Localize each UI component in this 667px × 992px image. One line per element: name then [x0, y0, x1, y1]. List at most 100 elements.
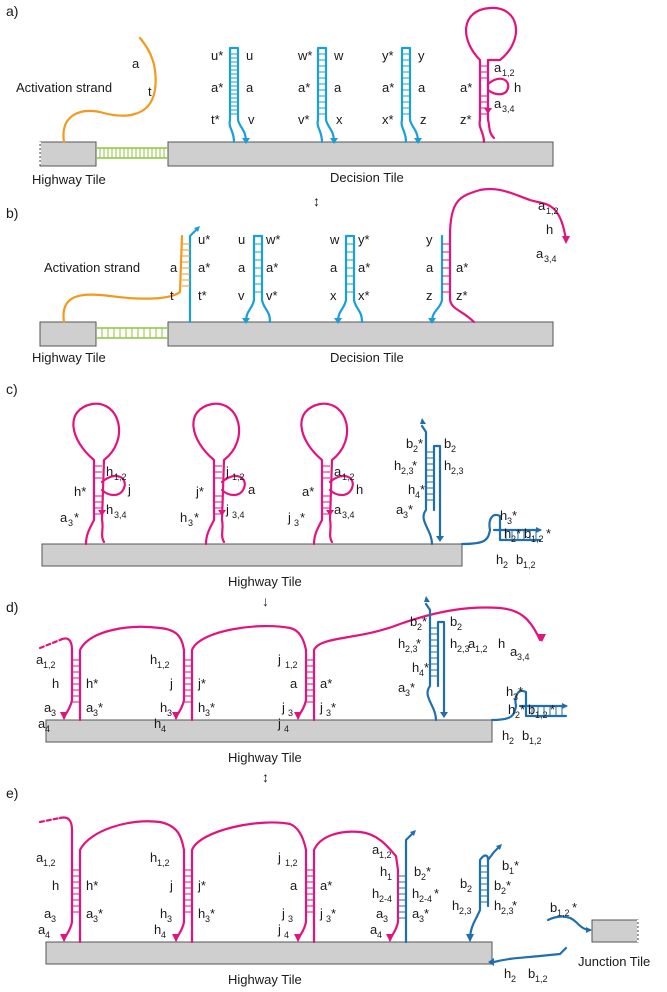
svg-text:h: h [452, 898, 459, 913]
label: w* [265, 232, 280, 247]
svg-text:j: j [287, 510, 291, 525]
svg-text:a: a [86, 906, 94, 921]
svg-text:a: a [370, 922, 378, 937]
label: x [330, 288, 337, 303]
svg-text:*: * [410, 680, 415, 695]
sub-label: a 3 * [396, 502, 413, 520]
sub-label: a 3 * [412, 906, 429, 924]
svg-text:3: 3 [326, 708, 331, 718]
sub-label: h 2-4 * [412, 886, 439, 904]
sub-label: h 2-4 [372, 886, 392, 904]
svg-text:a: a [536, 246, 544, 261]
label: j* [197, 878, 206, 893]
activation-strand-a [62, 36, 157, 144]
svg-text:2-4: 2-4 [379, 894, 392, 904]
label: w [333, 48, 344, 63]
sub-label: a 1,2 [36, 850, 56, 868]
svg-text:h: h [398, 636, 405, 651]
svg-text:*: * [98, 700, 103, 715]
strand-d-tail [312, 606, 542, 722]
label: a* [211, 80, 223, 95]
label: v [238, 288, 245, 303]
label: h* [86, 878, 98, 893]
highway-tile-c [41, 543, 463, 567]
linker-duplex-a [96, 147, 168, 159]
reversible-arrow-ab: ↕ [313, 193, 320, 209]
sub-label: b 1,2 * [524, 526, 551, 544]
open-strand-e [492, 946, 568, 964]
label: x* [358, 288, 370, 303]
label: h [356, 482, 363, 497]
label: y [418, 48, 425, 63]
sub-label: a 1,2 [334, 464, 355, 482]
svg-text:a: a [60, 510, 68, 525]
svg-text:2: 2 [515, 710, 520, 720]
label: j* [195, 484, 204, 499]
svg-text:h: h [504, 966, 511, 981]
svg-text:4: 4 [377, 930, 382, 940]
sub-label: a 3 * [60, 510, 79, 528]
hairpin-j-c: j* a j 1,2 j 3,4 h 3 * [180, 402, 256, 546]
svg-text:h: h [408, 482, 415, 497]
svg-text:h: h [394, 458, 401, 473]
label: v* [266, 288, 278, 303]
svg-text:2: 2 [501, 886, 506, 896]
sub-label-a12: a 1,2 [494, 60, 515, 78]
sub-label: j 1,2 [225, 464, 245, 482]
svg-text:3: 3 [288, 914, 293, 924]
svg-text:*: * [408, 502, 413, 517]
svg-text:3,4: 3,4 [232, 510, 245, 520]
decision-tile-a [167, 141, 554, 167]
svg-text:a: a [510, 644, 518, 659]
svg-text:*: * [572, 900, 577, 915]
linker-duplex-b [96, 327, 168, 339]
svg-text:h: h [154, 716, 161, 731]
sub-label: j 3 * [287, 510, 305, 528]
svg-text:a: a [38, 922, 46, 937]
svg-text:h: h [150, 850, 157, 865]
svg-text:b: b [444, 436, 451, 451]
svg-text:*: * [418, 436, 423, 451]
svg-text:3: 3 [403, 510, 408, 520]
svg-text:a: a [494, 60, 502, 75]
label: h* [74, 484, 86, 499]
sub-label: h 2,3* [398, 636, 421, 654]
label: y* [358, 232, 370, 247]
svg-text:3: 3 [51, 708, 56, 718]
label: a* [358, 260, 370, 275]
label: a [238, 260, 246, 275]
label: a* [198, 260, 210, 275]
svg-text:h: h [380, 864, 387, 879]
svg-text:*: * [412, 458, 417, 473]
svg-text:h: h [372, 886, 379, 901]
svg-text:h: h [444, 458, 451, 473]
label: h [546, 222, 553, 237]
svg-text:1,2: 1,2 [43, 660, 56, 670]
svg-text:4: 4 [45, 724, 50, 734]
highway-tile-d [45, 719, 493, 743]
sub-label: j 1,2 [277, 850, 298, 868]
svg-text:3,4: 3,4 [342, 510, 355, 520]
sub-label: h 1,2 [150, 850, 170, 868]
svg-text:3: 3 [167, 708, 172, 718]
label: a [334, 80, 342, 95]
svg-text:*: * [512, 898, 517, 913]
svg-text:3: 3 [205, 708, 210, 718]
label: j [127, 482, 131, 497]
highway-tile-b [39, 321, 97, 347]
svg-text:h: h [160, 906, 167, 921]
decision-hairpin-u: u* u a* a t* v [211, 46, 255, 144]
svg-text:b: b [524, 526, 531, 541]
sub-label: b 2 * [414, 864, 431, 882]
sub-label: h 2,3* [494, 898, 517, 916]
label: a [426, 260, 434, 275]
